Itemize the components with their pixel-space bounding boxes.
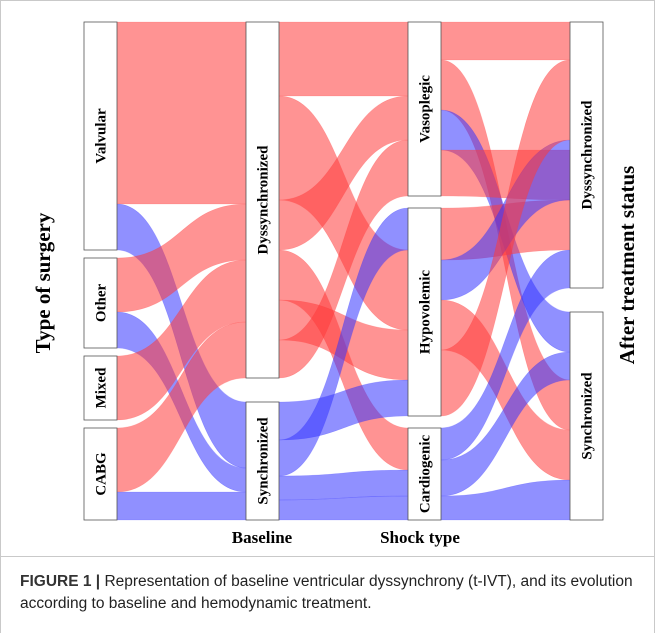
flow-band <box>278 469 409 501</box>
frame-top-border <box>0 0 655 1</box>
baseline-axis-title: Baseline <box>232 528 293 547</box>
stratum-label-cardio: Cardiogenic <box>418 434 434 513</box>
stratum-box-cardio <box>407 427 442 521</box>
stratum-box-hypo <box>407 207 442 417</box>
stratum-box-cabg <box>83 427 118 521</box>
frame-left-border <box>0 0 1 633</box>
stratum-label-sync: Synchronized <box>256 417 272 505</box>
stratum-box-mixed <box>83 355 118 421</box>
caption-divider <box>0 556 655 557</box>
flow-band <box>440 21 571 61</box>
stratum-label-vaso: Vasoplegic <box>418 75 434 143</box>
left-axis-title: Type of surgery <box>31 212 55 353</box>
stratum-box-valvular <box>83 21 118 251</box>
flow-band <box>278 495 409 521</box>
stratum-label-after-dyssync: Dyssynchronized <box>580 100 596 210</box>
stratum-box-vaso <box>407 21 442 197</box>
stratum-box-dyssync <box>245 21 280 379</box>
shock-type-axis-title: Shock type <box>380 528 460 547</box>
flows-baseline-to-shock-type <box>278 21 409 521</box>
stratum-label-other: Other <box>94 284 110 323</box>
stratum-label-mixed: Mixed <box>94 367 110 408</box>
alluvial-strata: Valvular Other Mixed CABG Dyssynchronized Syn… <box>83 21 604 521</box>
alluvial-flows <box>84 21 571 521</box>
right-axis-title: After treatment status <box>615 166 639 365</box>
stratum-box-after-sync <box>569 311 604 521</box>
caption-text: Representation of baseline ventricular d… <box>20 573 633 612</box>
alluvial-diagram: Valvular Other Mixed CABG Dyssynchronized Syn… <box>31 21 639 547</box>
stratum-box-sync <box>245 401 280 521</box>
stratum-label-dyssync: Dyssynchronized <box>256 145 272 255</box>
stratum-box-other <box>83 257 118 349</box>
caption-label: FIGURE 1 | <box>20 573 101 590</box>
flows-shock-type-to-after-treatment <box>440 21 571 521</box>
stratum-label-valvular: Valvular <box>94 108 110 164</box>
flow-band <box>116 21 247 205</box>
flow-band <box>116 491 247 521</box>
stratum-label-after-sync: Synchronized <box>580 372 596 460</box>
figure-caption: FIGURE 1 | Representation of baseline ve… <box>20 571 640 615</box>
stratum-label-hypo: Hypovolemic <box>418 270 434 354</box>
flow-band <box>278 21 409 97</box>
stratum-label-cabg: CABG <box>94 452 110 496</box>
stratum-box-after-dyssync <box>569 21 604 289</box>
